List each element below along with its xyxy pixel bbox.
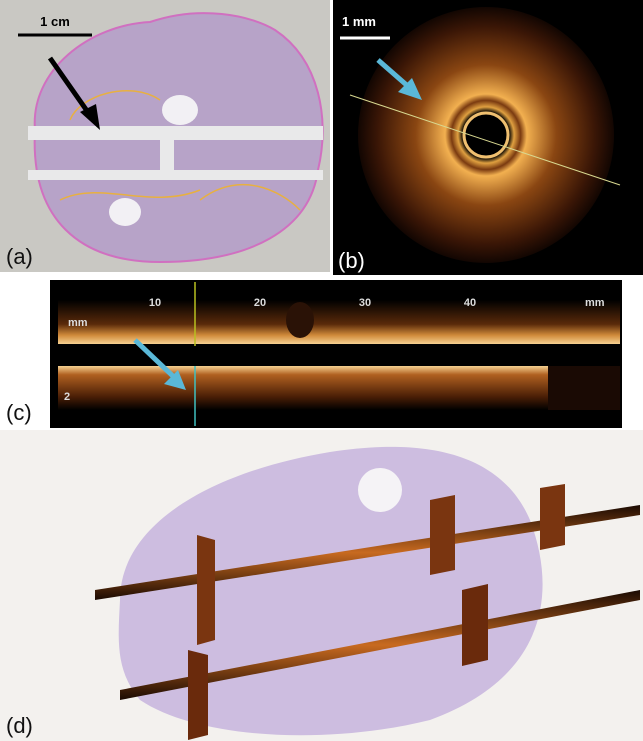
axis-tick-label: 20 <box>254 297 266 309</box>
sample-slot <box>28 126 323 140</box>
panel-label: (b) <box>338 248 365 273</box>
b-scan-tail <box>548 366 620 410</box>
scale-bar-label: 1 cm <box>40 14 70 29</box>
scale-bar-label: 1 mm <box>342 14 376 29</box>
panel-label: (c) <box>6 400 32 425</box>
void <box>358 468 402 512</box>
oct-cross-plane <box>462 584 488 666</box>
axis-unit: mm <box>68 317 88 329</box>
panel-label: (a) <box>6 244 33 269</box>
depth-tick-label: 2 <box>64 391 70 403</box>
axis-tick-label: 30 <box>359 297 371 309</box>
lesion <box>286 302 314 338</box>
axis-unit: mm <box>585 297 605 309</box>
sample-slot <box>28 170 323 180</box>
void <box>162 95 198 125</box>
oct-cross-plane <box>540 484 565 550</box>
panel-label: (d) <box>6 713 33 738</box>
panel-d: (d) <box>0 430 643 741</box>
b-scan-top <box>58 300 620 344</box>
sample-slot <box>160 135 174 175</box>
oct-cross-plane <box>188 650 208 740</box>
figure: 1 cm (a) 1 mm (b) 10 20 30 40 mm mm 2 (c… <box>0 0 643 741</box>
axis-tick-label: 10 <box>149 297 161 309</box>
void <box>109 198 141 226</box>
oct-cross-plane <box>197 535 215 645</box>
b-scan-bottom <box>58 366 548 410</box>
panel-c: 10 20 30 40 mm mm 2 (c) <box>6 280 622 428</box>
oct-cross-plane <box>430 495 455 575</box>
panel-a: 1 cm (a) <box>0 0 330 272</box>
panel-b: 1 mm (b) <box>333 0 643 275</box>
axis-tick-label: 40 <box>464 297 476 309</box>
